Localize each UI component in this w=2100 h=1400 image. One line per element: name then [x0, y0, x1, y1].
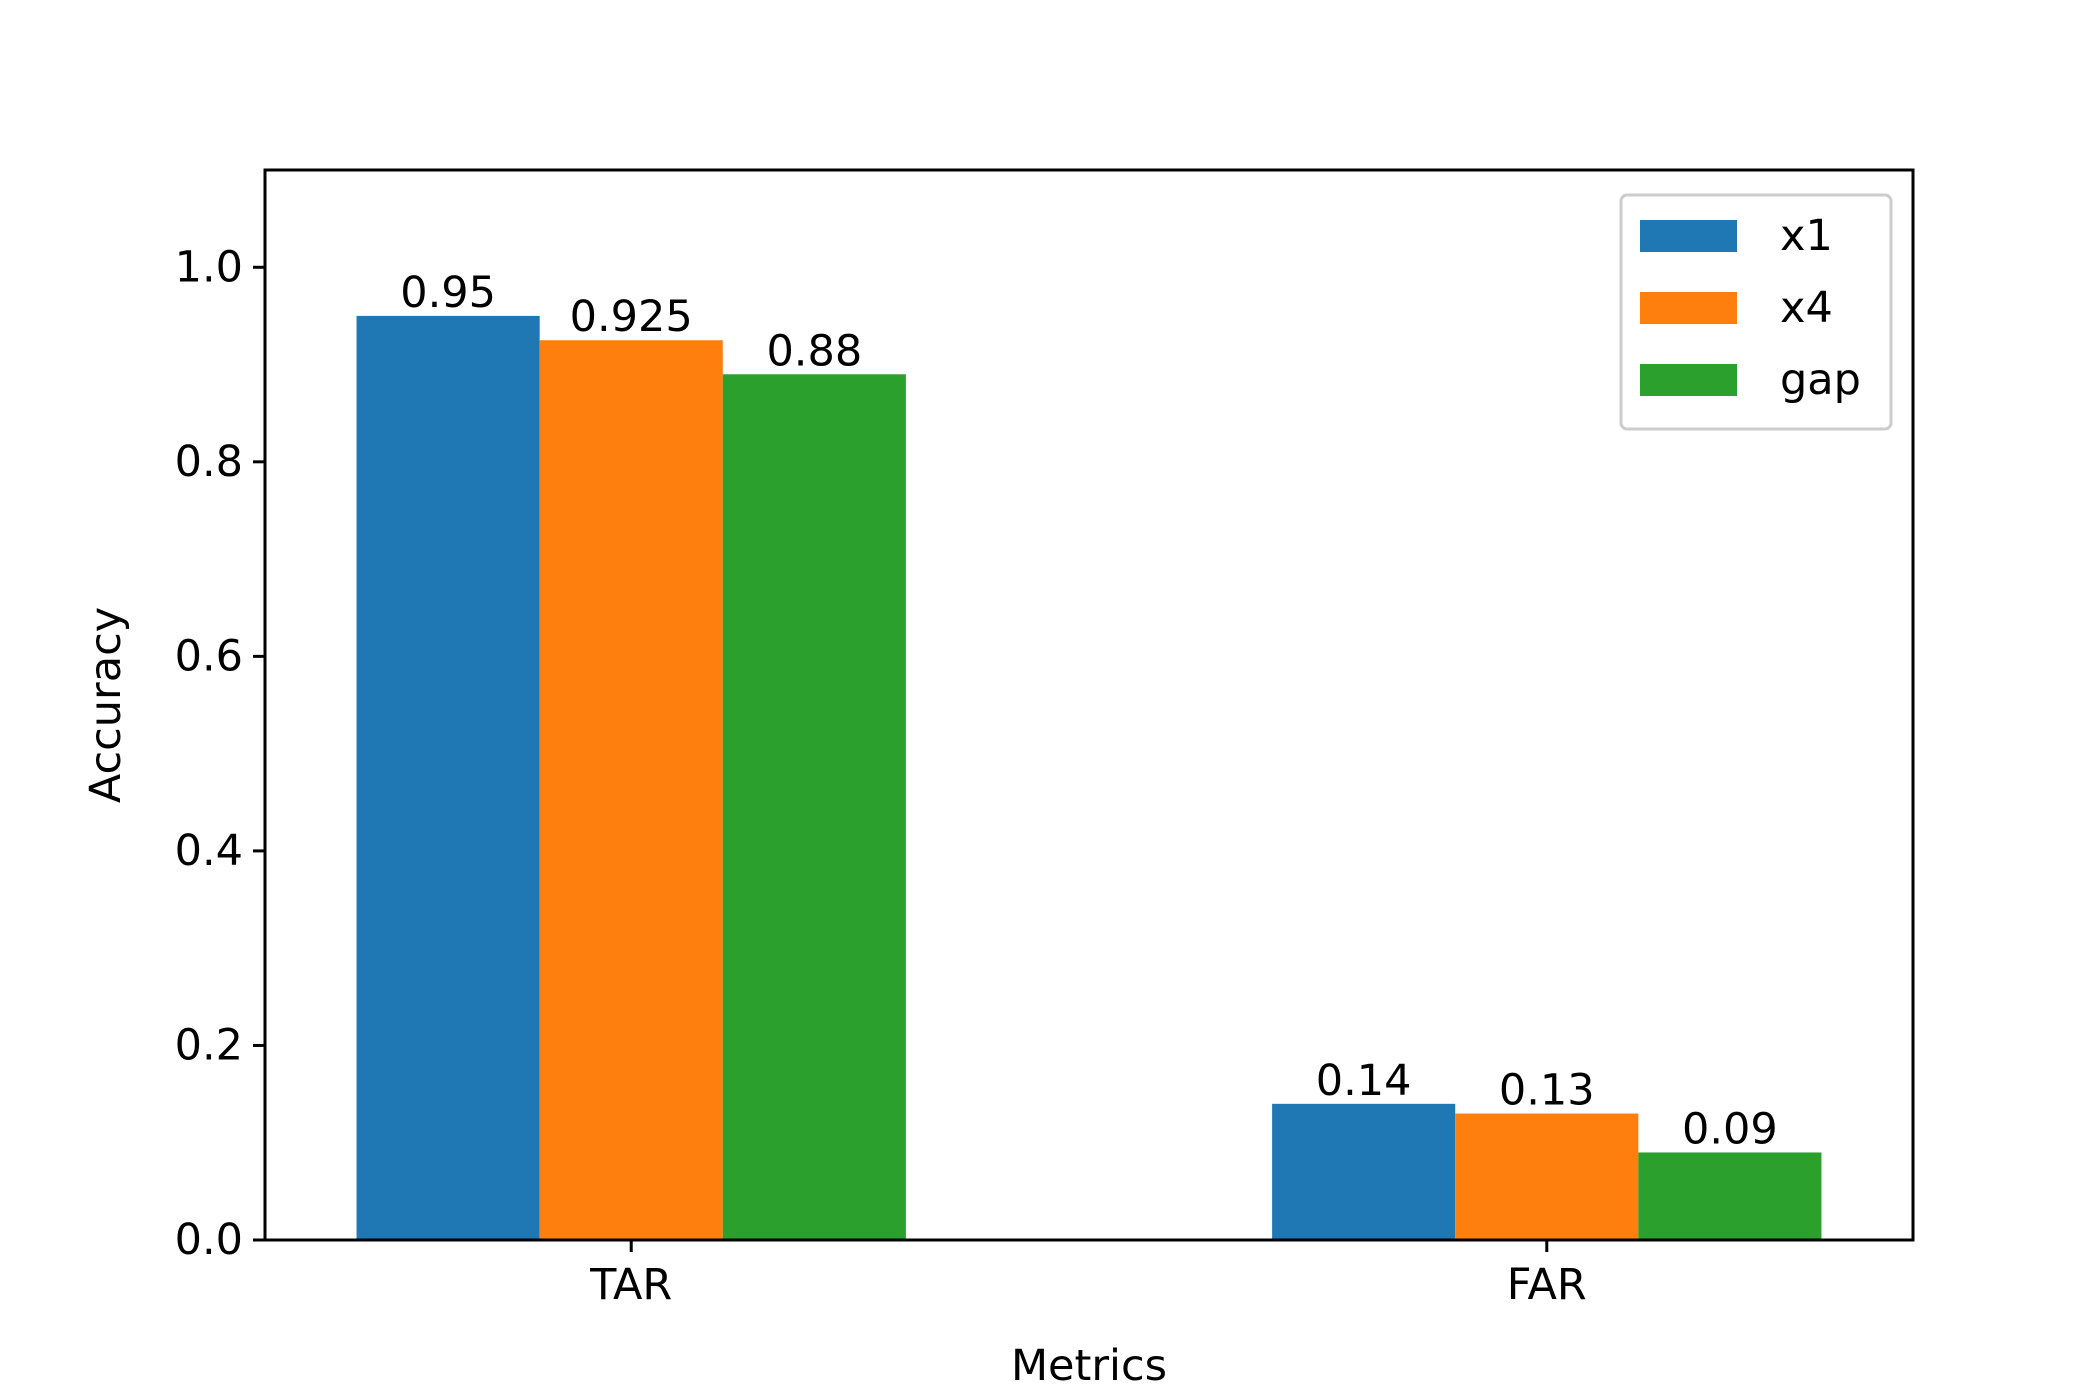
bar-label-x4-far: 0.13 [1499, 1066, 1595, 1116]
bar-x4-tar [539, 340, 723, 1240]
legend-swatch-x1 [1640, 220, 1737, 252]
bars-group [356, 315, 1822, 1241]
x-tick-label-tar: TAR [589, 1260, 672, 1310]
bar-gap-tar [722, 374, 906, 1241]
legend-label-x1: x1 [1780, 211, 1833, 261]
y-tick-label: 0.6 [175, 631, 243, 681]
plot-frame [263, 168, 1915, 1242]
bar-labels-group: 0.95 0.14 0.925 0.13 0.88 0.09 [400, 268, 1778, 1155]
x-axis-ticks: TAR FAR [589, 1240, 1587, 1310]
y-tick-label: 0.4 [175, 826, 243, 876]
y-tick-label: 1.0 [175, 242, 243, 292]
bar-label-x1-far: 0.14 [1316, 1056, 1412, 1106]
bar-gap-far [1638, 1152, 1822, 1240]
bar-x1-tar [356, 315, 540, 1241]
bar-label-x4-tar: 0.925 [570, 292, 693, 342]
bar-x4-far [1455, 1113, 1639, 1240]
legend-swatch-gap [1640, 364, 1737, 396]
y-tick-label: 0.2 [175, 1020, 243, 1070]
legend-label-gap: gap [1780, 355, 1861, 405]
y-axis-ticks: 0.0 0.2 0.4 0.6 0.8 1.0 [175, 242, 265, 1265]
legend-swatch-x4 [1640, 292, 1737, 324]
bar-label-x1-tar: 0.95 [400, 268, 496, 318]
legend-label-x4: x4 [1780, 283, 1833, 333]
x-axis-label: Metrics [1011, 1341, 1167, 1391]
x-tick-label-far: FAR [1507, 1260, 1587, 1310]
y-tick-label: 0.8 [175, 437, 243, 487]
bar-label-gap-tar: 0.88 [766, 326, 862, 376]
bar-label-gap-far: 0.09 [1682, 1104, 1778, 1154]
bar-x1-far [1272, 1103, 1456, 1240]
legend: x1 x4 gap [1619, 193, 1893, 431]
y-tick-label: 0.0 [175, 1215, 243, 1265]
y-axis-label: Accuracy [81, 607, 131, 803]
